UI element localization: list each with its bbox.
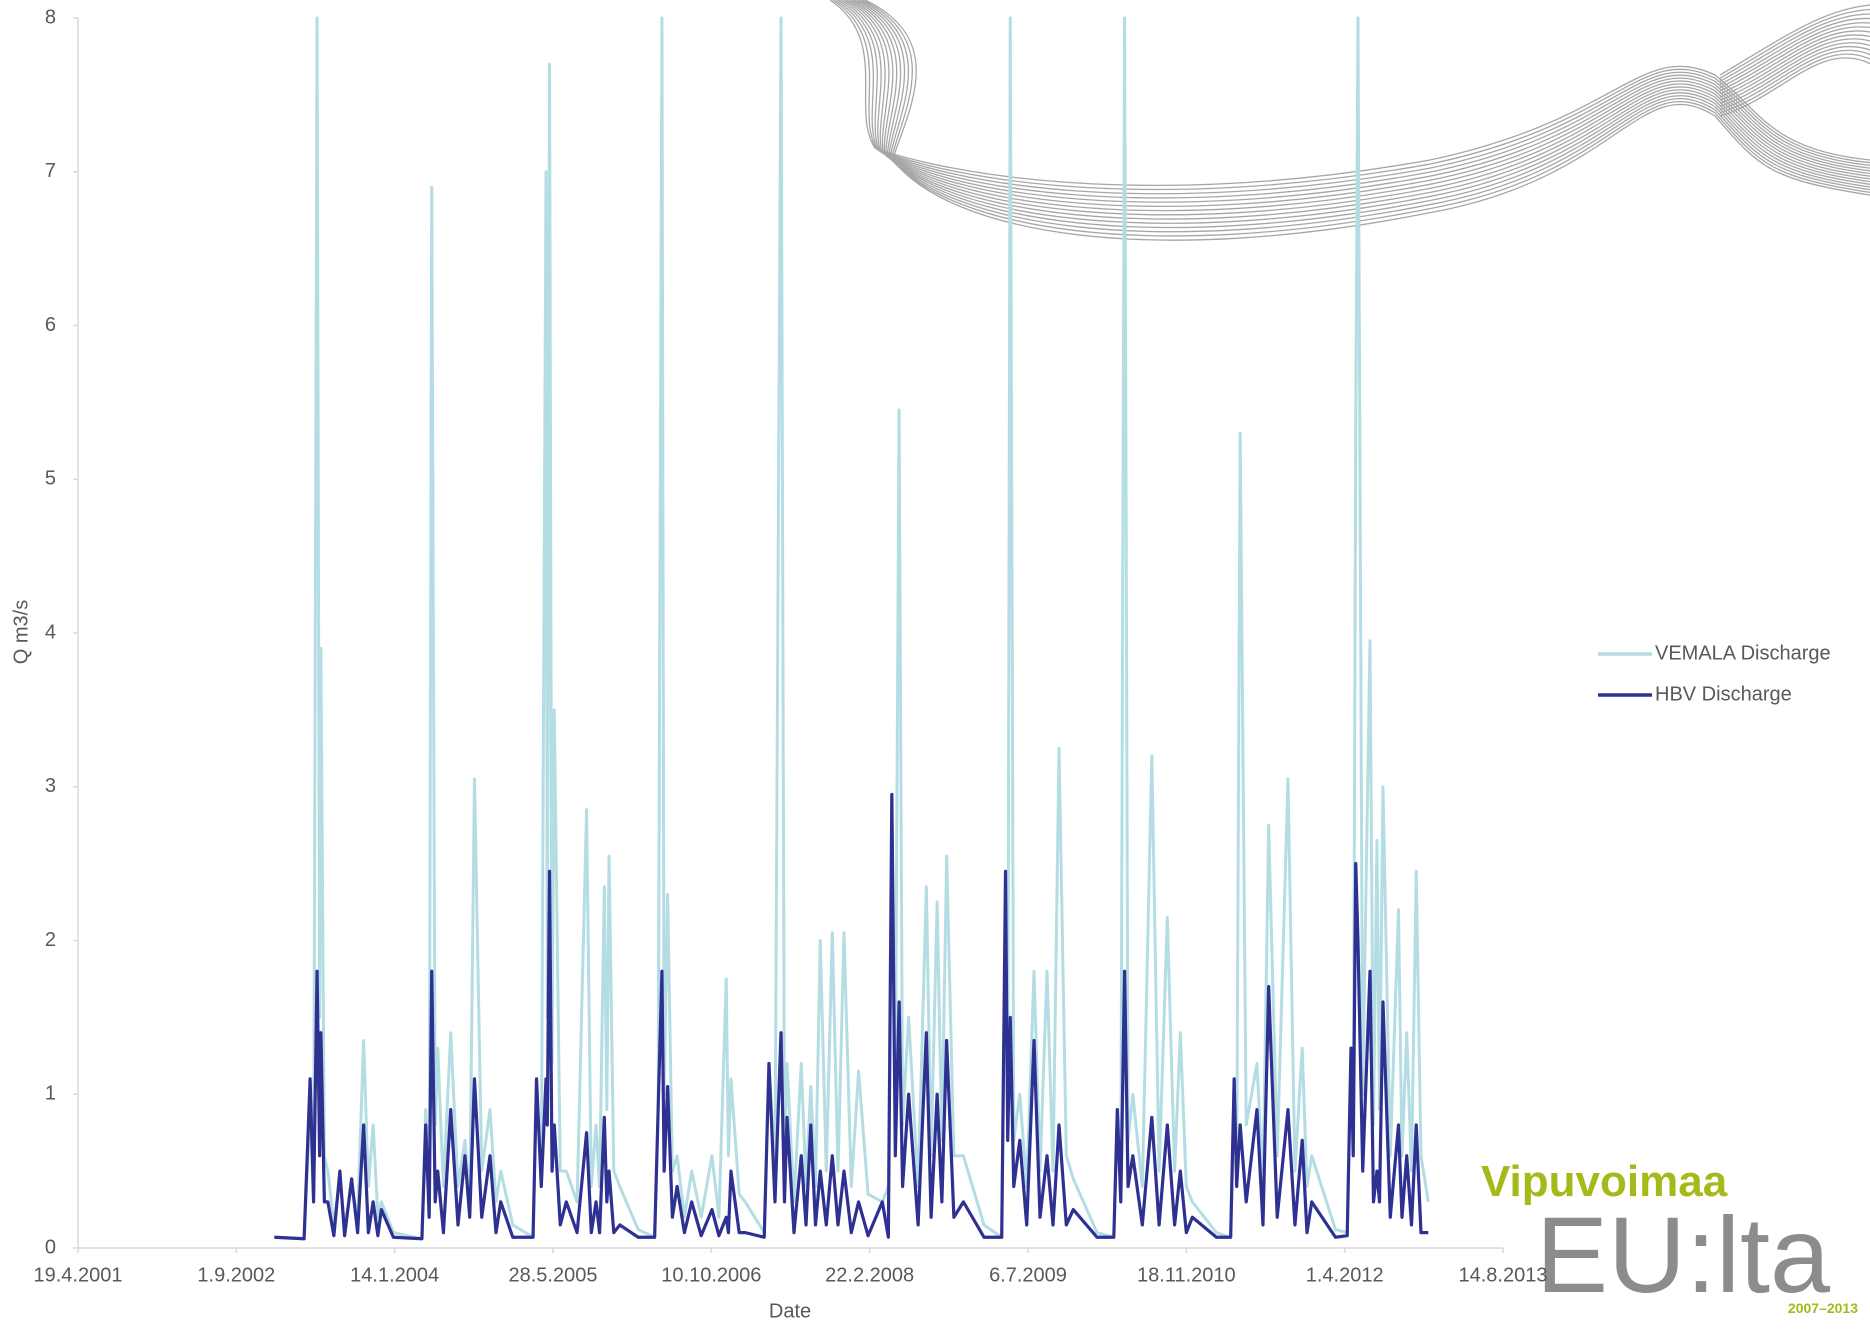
legend-label: VEMALA Discharge [1655,642,1831,664]
x-tick-label: 1.9.2002 [197,1264,275,1286]
ribbon-line [862,0,1870,236]
ribbon-line [838,0,1870,198]
logo-tagline: EU:lta [1536,1194,1831,1315]
y-tick-label: 4 [45,621,56,643]
y-tick-label: 0 [45,1236,56,1258]
x-tick-label: 1.4.2012 [1306,1264,1384,1286]
series-line [274,18,1428,1239]
y-axis-title: Q m3/s [10,600,32,664]
x-tick-label: 6.7.2009 [989,1264,1067,1286]
x-tick-label: 10.10.2006 [661,1264,761,1286]
y-tick-label: 8 [45,6,56,28]
x-axis-title: Date [769,1300,811,1322]
y-tick-label: 1 [45,1083,56,1105]
y-tick-label: 6 [45,314,56,336]
x-tick-label: 14.8.2013 [1459,1264,1548,1286]
x-tick-label: 14.1.2004 [350,1264,439,1286]
logo-years: 2007–2013 [1788,1300,1858,1316]
y-tick-label: 7 [45,160,56,182]
y-tick-label: 2 [45,929,56,951]
x-tick-label: 18.11.2010 [1137,1264,1236,1286]
x-tick-label: 22.2.2008 [825,1264,914,1286]
x-tick-label: 19.4.2001 [34,1264,123,1286]
legend-label: HBV Discharge [1655,683,1792,705]
ribbon-line [865,0,1870,240]
ribbon-line [833,0,1870,190]
decoration [830,0,1870,240]
x-tick-label: 28.5.2005 [509,1264,598,1286]
y-tick-label: 3 [45,775,56,797]
y-tick-label: 5 [45,468,56,490]
